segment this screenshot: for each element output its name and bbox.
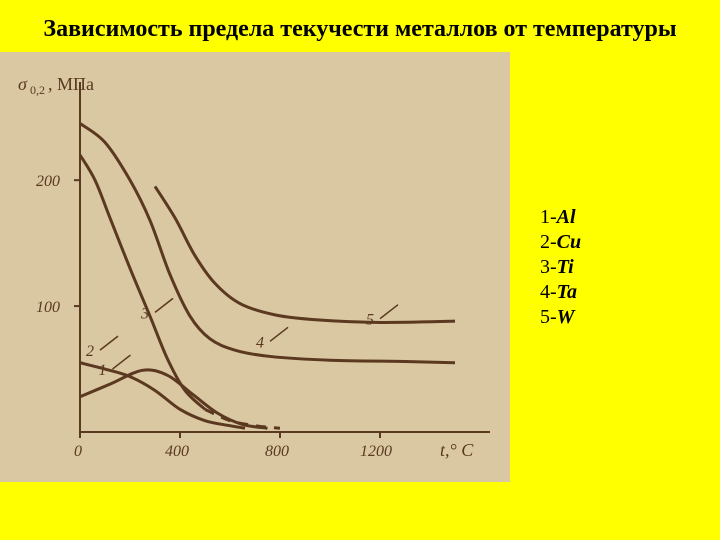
svg-text:5: 5: [366, 312, 374, 329]
svg-text:1: 1: [99, 362, 107, 379]
svg-text:2: 2: [86, 343, 94, 360]
svg-text:100: 100: [36, 299, 60, 316]
svg-text:0,2: 0,2: [30, 83, 45, 97]
svg-text:800: 800: [265, 443, 289, 460]
svg-text:400: 400: [165, 443, 189, 460]
svg-text:, МПа: , МПа: [48, 74, 94, 94]
page-title: Зависимость предела текучести металлов о…: [0, 0, 720, 52]
svg-text:3: 3: [140, 305, 149, 322]
svg-text:σ: σ: [18, 74, 28, 94]
legend-item-ti: 3-Ti: [540, 256, 581, 279]
svg-text:0: 0: [74, 443, 82, 460]
svg-text:1200: 1200: [360, 443, 392, 460]
svg-text:t,° C: t,° C: [440, 440, 474, 460]
svg-text:4: 4: [256, 334, 264, 351]
legend-item-ta: 4-Ta: [540, 281, 581, 304]
content-row: σ0,2, МПа 100 200 0 400 800 1200 t,° C 12 3 4 5 1-A…: [0, 52, 720, 482]
legend-item-cu: 2-Cu: [540, 231, 581, 254]
legend-item-w: 5-W: [540, 306, 581, 329]
chart-svg: σ0,2, МПа 100 200 0 400 800 1200 t,° C 12 3 4 5: [0, 52, 510, 482]
svg-text:200: 200: [36, 173, 60, 190]
legend: 1-Al2-Cu3-Ti4-Ta5-W: [540, 204, 581, 331]
legend-item-al: 1-Al: [540, 206, 581, 229]
chart: σ0,2, МПа 100 200 0 400 800 1200 t,° C 12 3 4 5: [0, 52, 510, 482]
